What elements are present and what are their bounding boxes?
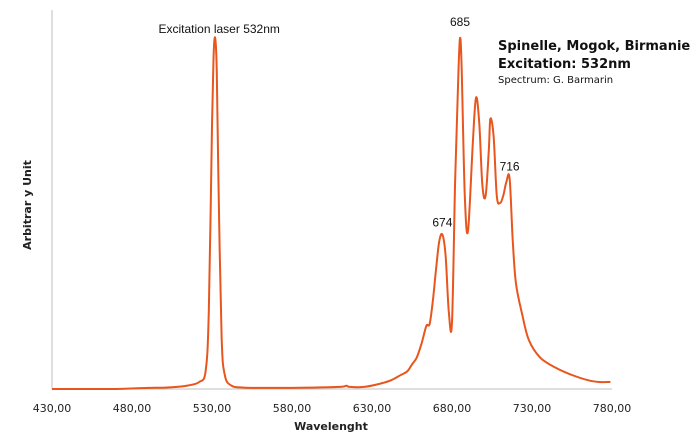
- peak-annotations: Excitation laser 532nm 685 674 716: [158, 15, 519, 230]
- chart-title-line-2: Excitation: 532nm: [498, 57, 631, 72]
- x-tick-label: 680,00: [433, 402, 472, 415]
- chart-axes: [51, 10, 612, 390]
- x-tick-label: 430,00: [33, 402, 72, 415]
- x-tick-label: 730,00: [513, 402, 552, 415]
- x-tick-labels: 430,00 480,00 530,00 580,00 630,00 680,00 730,…: [33, 402, 632, 415]
- y-axis-title: Arbitrar y Unit: [21, 160, 34, 250]
- peak-label: 716: [500, 159, 520, 173]
- chart-credit: Spectrum: G. Barmarin: [498, 75, 614, 86]
- x-tick-label: 580,00: [273, 402, 312, 415]
- peak-label: Excitation laser 532nm: [158, 22, 279, 36]
- chart-title-line-1: Spinelle, Mogok, Birmanie: [498, 39, 691, 54]
- peak-label: 674: [432, 216, 452, 230]
- x-tick-label: 780,00: [593, 402, 632, 415]
- x-tick-label: 630,00: [353, 402, 392, 415]
- peak-label: 685: [450, 15, 470, 29]
- x-axis-title: Wavelenght: [294, 420, 368, 433]
- x-tick-label: 480,00: [113, 402, 152, 415]
- spectrum-line: [52, 36, 611, 390]
- chart-title-block: Spinelle, Mogok, Birmanie Excitation: 53…: [498, 37, 690, 88]
- x-tick-label: 530,00: [193, 402, 232, 415]
